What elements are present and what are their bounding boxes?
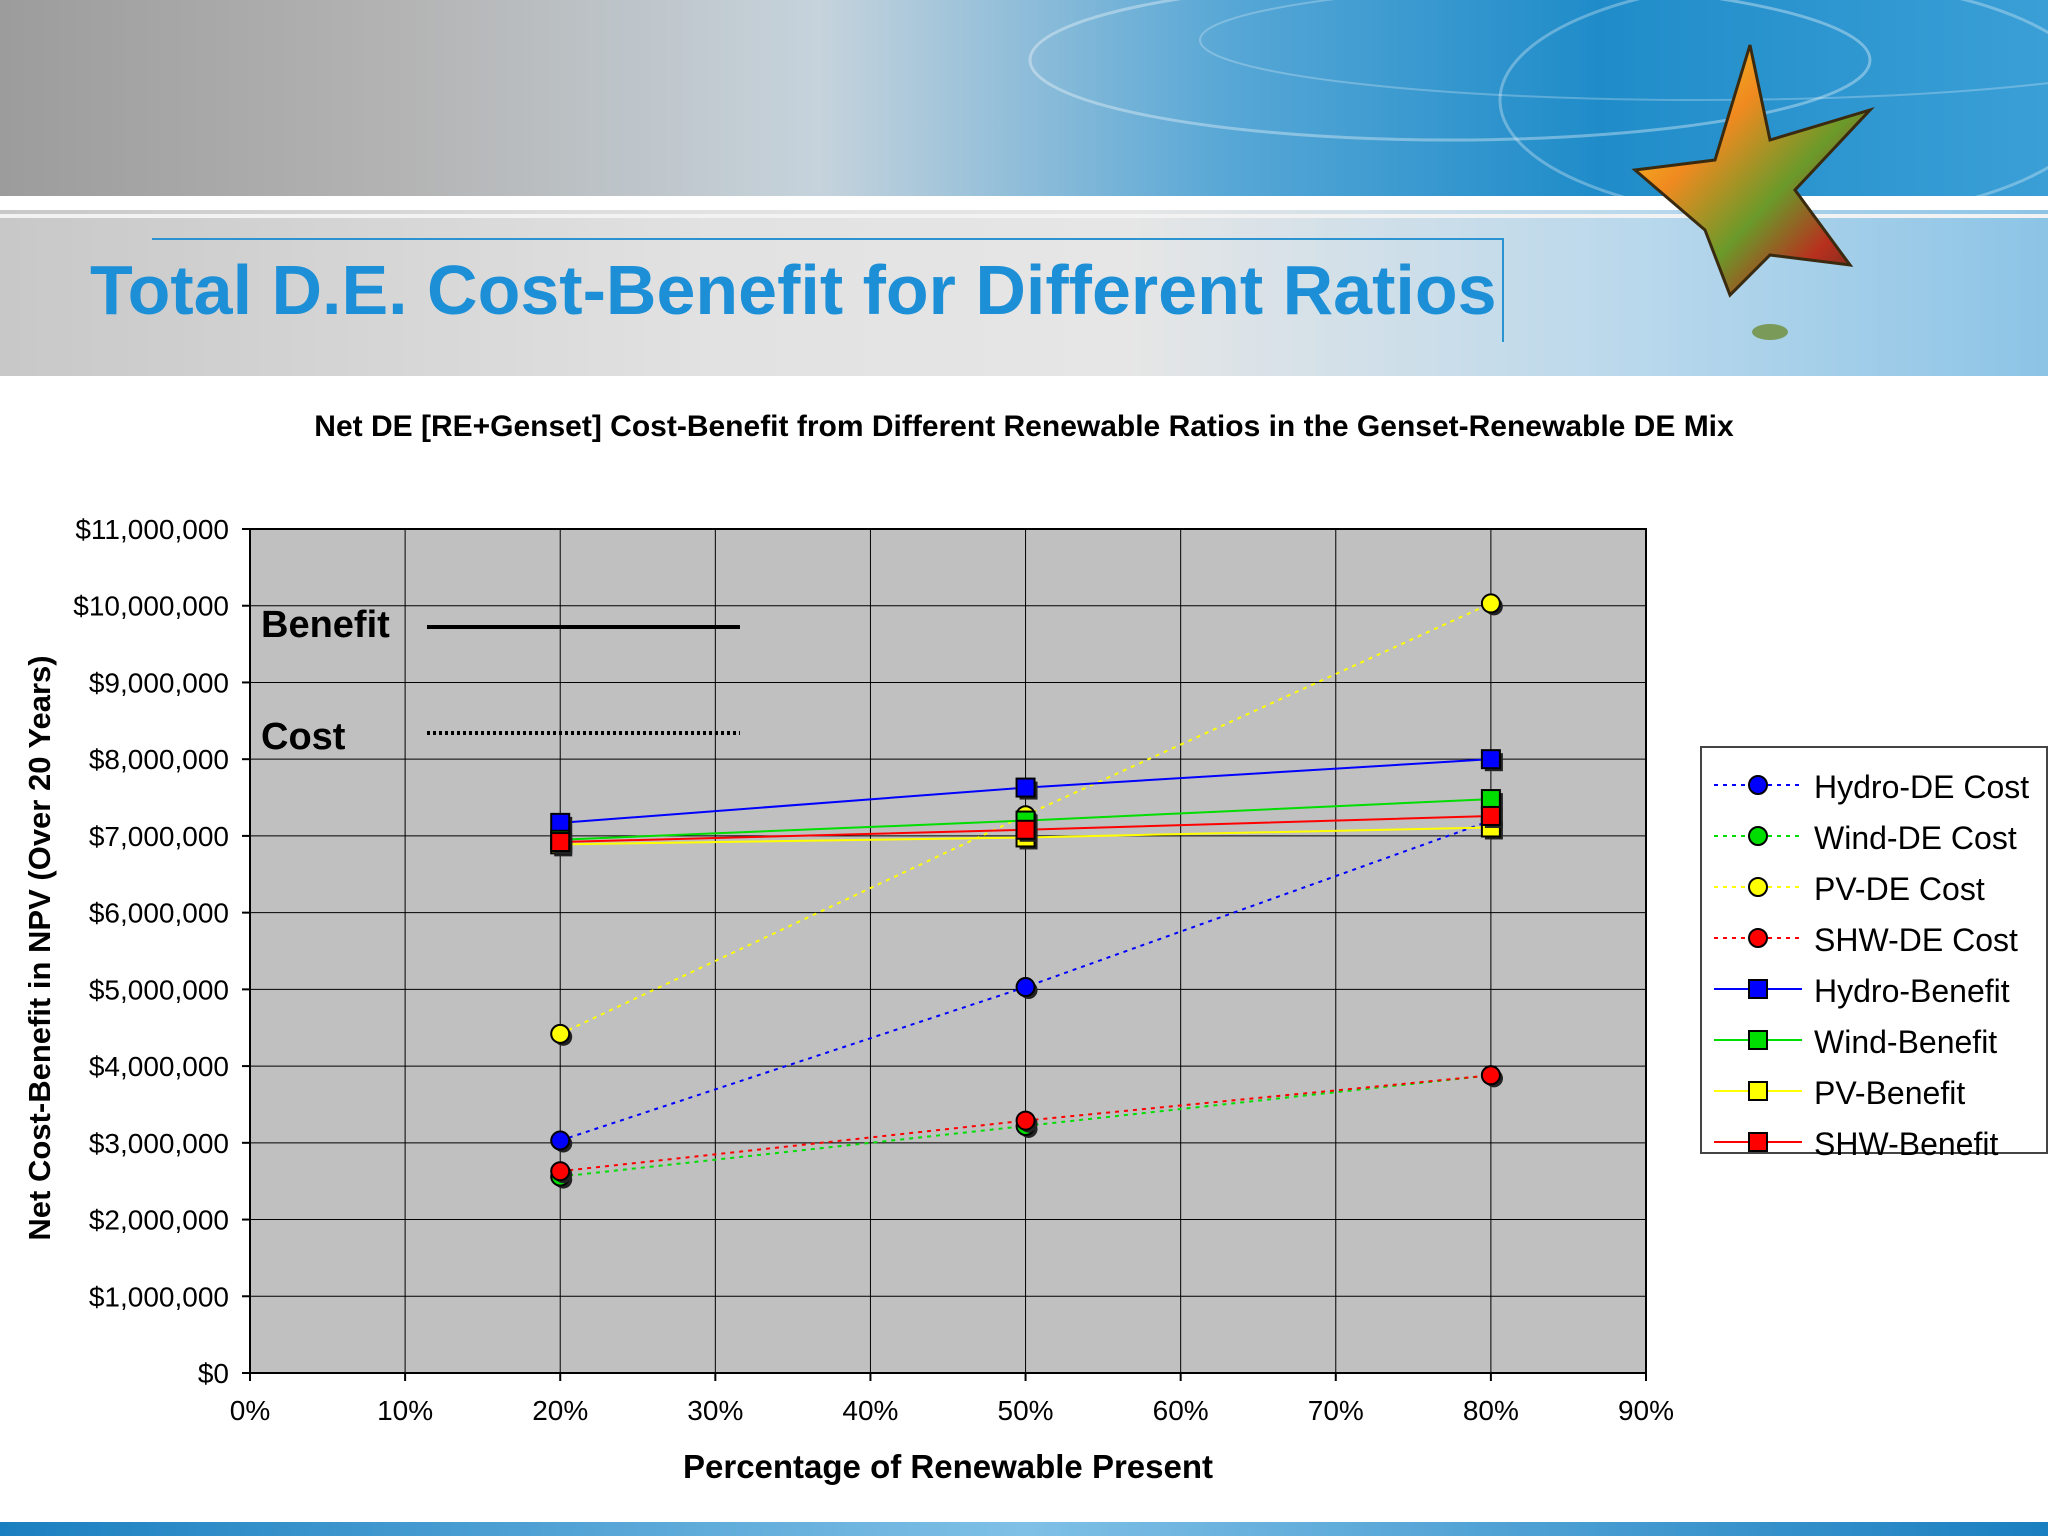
header-divider-shadow <box>0 214 2048 218</box>
y-tick-label: $4,000,000 <box>89 1051 229 1082</box>
x-tick-label: 40% <box>842 1395 898 1426</box>
legend-swatch <box>1714 775 1802 795</box>
legend-label: Wind-DE Cost <box>1814 820 2017 856</box>
banner-decoration <box>1028 0 2048 196</box>
x-tick-label: 10% <box>377 1395 433 1426</box>
y-tick-label: $3,000,000 <box>89 1128 229 1159</box>
legend-item-hydro-de-cost: Hydro-DE Cost <box>1702 760 2048 811</box>
legend-swatch <box>1714 979 1802 999</box>
legend-label: SHW-Benefit <box>1814 1126 1999 1162</box>
y-tick-label: $1,000,000 <box>89 1281 229 1312</box>
x-axis-label: Percentage of Renewable Present <box>682 1448 1214 1485</box>
legend-swatch <box>1714 1132 1802 1152</box>
marker-shw-de-cost <box>1015 1110 1036 1131</box>
footer-bar <box>0 1522 2048 1536</box>
legend-swatch <box>1714 1081 1802 1101</box>
y-tick-label: $9,000,000 <box>89 667 229 698</box>
legend-swatch <box>1714 928 1802 948</box>
legend-item-shw-benefit: SHW-Benefit <box>1702 1117 2048 1168</box>
marker-hydro-de-cost <box>550 1130 571 1151</box>
legend-label: Wind-Benefit <box>1814 1024 1998 1060</box>
legend-item-pv-benefit: PV-Benefit <box>1702 1066 2048 1117</box>
legend-swatch <box>1714 877 1802 897</box>
marker-shw-benefit <box>1015 819 1036 840</box>
x-tick-label: 0% <box>230 1395 270 1426</box>
y-tick-label: $0 <box>198 1358 229 1389</box>
y-tick-label: $11,000,000 <box>75 514 229 545</box>
y-tick-label: $6,000,000 <box>89 898 229 929</box>
annotation-benefit-label: Benefit <box>261 604 390 646</box>
x-tick-label: 20% <box>532 1395 588 1426</box>
legend-label: Hydro-DE Cost <box>1814 769 2030 805</box>
chart-legend: Hydro-DE Cost Wind-DE Cost PV-DE Cost SHW-D… <box>1700 746 2048 1162</box>
x-tick-label: 70% <box>1308 1395 1364 1426</box>
legend-item-wind-benefit: Wind-Benefit <box>1702 1015 2048 1066</box>
slide-title: Total D.E. Cost-Benefit for Different Ra… <box>90 251 1497 329</box>
plot-area <box>249 528 1647 1374</box>
annotation-cost-label: Cost <box>261 716 346 758</box>
title-frame <box>152 238 1504 342</box>
marker-shw-de-cost <box>1480 1065 1501 1086</box>
legend-item-wind-de-cost: Wind-DE Cost <box>1702 811 2048 862</box>
marker-hydro-benefit <box>550 812 571 833</box>
legend-item-hydro-benefit: Hydro-Benefit <box>1702 964 2048 1015</box>
x-tick-label: 90% <box>1618 1395 1674 1426</box>
legend-swatch <box>1714 826 1802 846</box>
marker-shw-benefit <box>1480 805 1501 826</box>
x-tick-label: 60% <box>1153 1395 1209 1426</box>
y-tick-label: $5,000,000 <box>89 974 229 1005</box>
legend-swatch <box>1714 1030 1802 1050</box>
y-tick-label: $2,000,000 <box>89 1205 229 1236</box>
marker-pv-de-cost <box>1480 593 1501 614</box>
marker-hydro-benefit <box>1480 749 1501 770</box>
y-tick-label: $7,000,000 <box>89 821 229 852</box>
marker-shw-de-cost <box>550 1161 571 1182</box>
marker-hydro-de-cost <box>1015 977 1036 998</box>
x-tick-label: 80% <box>1463 1395 1519 1426</box>
x-tick-label: 50% <box>998 1395 1054 1426</box>
legend-label: PV-DE Cost <box>1814 871 1985 907</box>
y-tick-label: $10,000,000 <box>73 591 229 622</box>
marker-hydro-benefit <box>1015 777 1036 798</box>
marker-pv-de-cost <box>550 1023 571 1044</box>
marker-shw-benefit <box>550 832 571 853</box>
x-tick-label: 30% <box>687 1395 743 1426</box>
legend-label: PV-Benefit <box>1814 1075 1966 1111</box>
header-divider <box>0 196 2048 210</box>
legend-label: Hydro-Benefit <box>1814 973 2010 1009</box>
y-tick-label: $8,000,000 <box>89 744 229 775</box>
marker-wind-benefit <box>1480 789 1501 810</box>
logo-art <box>1631 44 1875 340</box>
annotation-lines <box>427 625 740 735</box>
legend-label: SHW-DE Cost <box>1814 922 2018 958</box>
legend-item-shw-de-cost: SHW-DE Cost <box>1702 913 2048 964</box>
chart-title: Net DE [RE+Genset] Cost-Benefit from Dif… <box>314 410 1734 443</box>
legend-item-pv-de-cost: PV-DE Cost <box>1702 862 2048 913</box>
